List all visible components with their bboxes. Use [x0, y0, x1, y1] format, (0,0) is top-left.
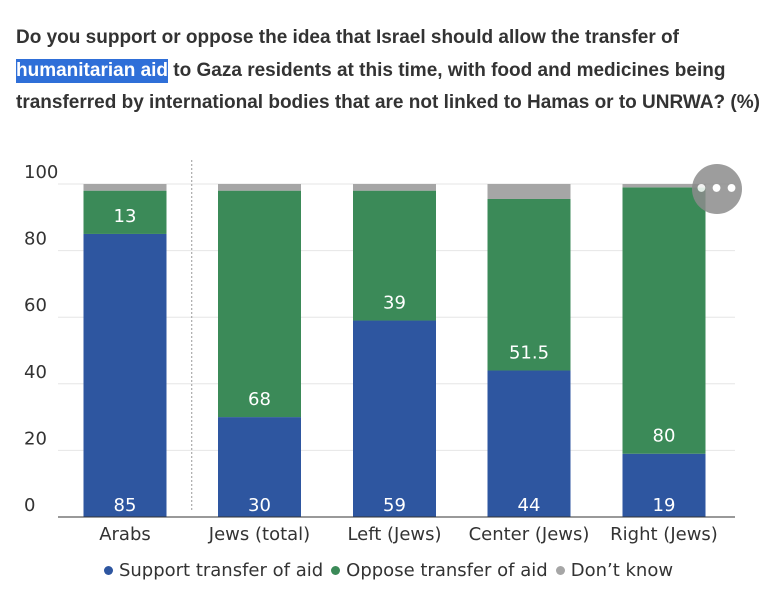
y-tick-label: 60 — [24, 295, 47, 316]
bar-segment — [622, 453, 706, 517]
legend-label: Oppose transfer of aid — [346, 560, 548, 581]
bar-segment — [487, 184, 571, 199]
bar-segment — [83, 233, 167, 517]
y-tick-label: 20 — [24, 428, 47, 449]
y-tick-label: 80 — [24, 229, 47, 250]
more-options-button[interactable]: ••• — [692, 164, 742, 214]
legend-dot-icon — [555, 566, 565, 575]
x-category-label: Jews (total) — [208, 524, 310, 545]
bar-segment — [83, 184, 167, 191]
title-text-end: to Gaza residents at this time, with foo… — [16, 59, 760, 114]
data-label: 13 — [114, 206, 137, 227]
legend-item[interactable]: Don’t know — [555, 560, 674, 581]
title-text-start: Do you support or oppose the idea that I… — [16, 27, 679, 48]
data-label: 44 — [518, 495, 541, 516]
legend-label: Don’t know — [570, 560, 674, 581]
data-label: 80 — [653, 426, 676, 447]
legend-dot-icon — [331, 566, 341, 575]
data-label: 68 — [248, 389, 271, 410]
y-tick-label: 0 — [24, 495, 35, 516]
chart-legend: Support transfer of aid Oppose transfer o… — [0, 560, 777, 581]
x-category-label: Arabs — [99, 524, 151, 545]
bar-segment — [622, 184, 706, 188]
x-category-label: Center (Jews) — [469, 524, 590, 545]
bar-segment — [353, 320, 436, 517]
data-label: 59 — [383, 495, 406, 516]
title-highlighted-text: humanitarian aid — [16, 58, 169, 83]
bar-segment — [218, 184, 301, 191]
x-category-label: Right (Jews) — [610, 524, 718, 545]
data-label: 85 — [114, 495, 137, 516]
bar-segment — [622, 187, 706, 454]
x-category-label: Left (Jews) — [347, 524, 441, 545]
chart-title: Do you support or oppose the idea that I… — [16, 22, 761, 120]
legend-label: Support transfer of aid — [118, 560, 324, 581]
bar-segment — [83, 190, 167, 234]
legend-dot-icon — [103, 566, 113, 575]
bar-segment — [353, 184, 436, 191]
bar-segment — [353, 190, 436, 321]
y-tick-label: 100 — [24, 162, 58, 183]
data-label: 30 — [248, 495, 271, 516]
legend-item[interactable]: Oppose transfer of aid — [331, 560, 548, 581]
legend-item[interactable]: Support transfer of aid — [103, 560, 324, 581]
data-label: 19 — [653, 495, 676, 516]
bar-segment — [218, 417, 301, 517]
data-label: 39 — [383, 293, 406, 314]
more-options-icon: ••• — [694, 176, 740, 202]
bar-segment — [218, 190, 301, 418]
bar-segment — [487, 370, 571, 517]
bar-segment — [487, 198, 571, 371]
data-label: 51.5 — [509, 342, 549, 363]
y-tick-label: 40 — [24, 362, 47, 383]
